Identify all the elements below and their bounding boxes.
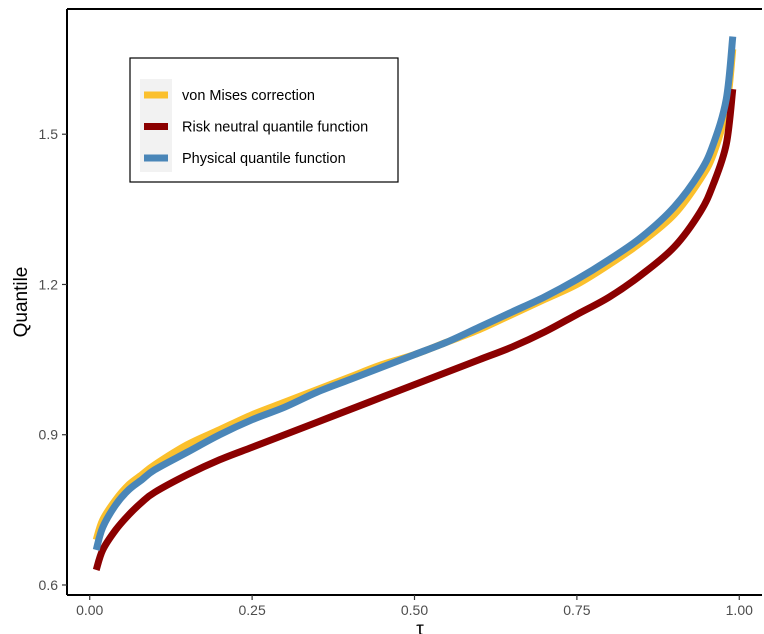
x-tick-label: 0.00 — [76, 602, 103, 618]
legend-items: von Mises correction Risk neutral quantil… — [144, 88, 368, 167]
y-axis-title: Quantile — [11, 267, 32, 338]
legend: von Mises correction Risk neutral quantil… — [129, 57, 399, 183]
x-ticks: 0.00 0.25 0.50 0.75 1.00 — [76, 595, 753, 618]
x-tick-label: 0.75 — [563, 602, 590, 618]
x-axis-title: τ — [416, 619, 424, 634]
legend-label-2: Risk neutral quantile function — [182, 120, 368, 136]
y-tick-label: 1.5 — [39, 126, 59, 142]
x-tick-label: 0.25 — [238, 602, 265, 618]
x-tick-label: 1.00 — [726, 602, 753, 618]
y-tick-label: 0.9 — [39, 427, 59, 443]
legend-label-1: von Mises correction — [182, 88, 315, 104]
series-line-2 — [92, 88, 737, 572]
x-tick-label: 0.50 — [401, 602, 428, 618]
y-ticks: 0.6 0.9 1.2 1.5 — [39, 126, 67, 593]
legend-box — [129, 57, 399, 183]
y-tick-label: 1.2 — [39, 276, 59, 292]
legend-label-3: Physical quantile function — [182, 151, 346, 167]
y-tick-label: 0.6 — [39, 577, 59, 593]
series-line-3 — [92, 36, 737, 551]
series-layer — [92, 36, 737, 572]
